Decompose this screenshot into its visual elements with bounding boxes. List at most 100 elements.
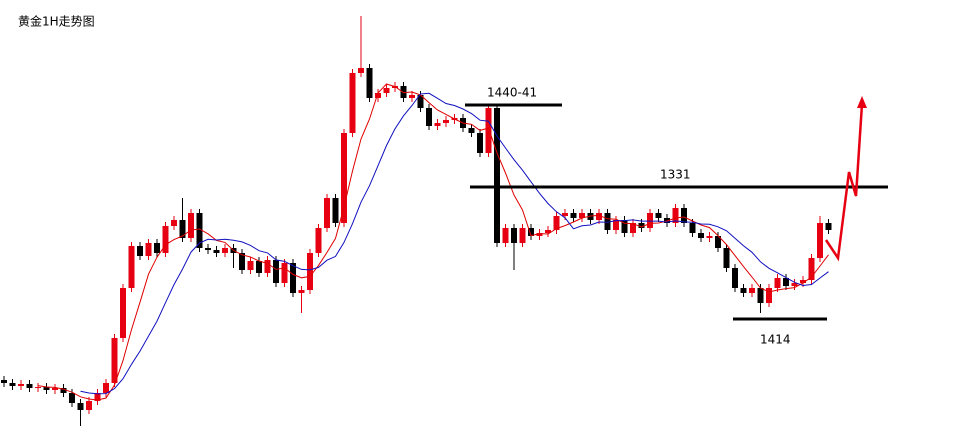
candle-body	[383, 88, 390, 93]
candle-body	[409, 95, 415, 98]
candle-body	[137, 246, 143, 256]
candle-body	[264, 260, 271, 273]
candle-body	[536, 233, 543, 236]
candle-body	[256, 261, 262, 273]
candle-body	[60, 388, 67, 393]
candle-body	[740, 288, 747, 293]
candle-body	[519, 228, 526, 243]
candle-body	[757, 288, 764, 303]
candle-body	[647, 213, 653, 228]
annotation-layer: 1440-41 1331 1414	[465, 86, 888, 347]
chart-title: 黄金1H走势图	[18, 14, 95, 29]
candle-body	[247, 261, 254, 270]
candle-body	[477, 133, 483, 153]
candle-body	[443, 120, 449, 123]
candle-body	[545, 230, 551, 233]
candle-body	[808, 258, 815, 280]
candle-body	[349, 73, 356, 133]
candle-body	[213, 250, 220, 253]
candle-body	[774, 278, 781, 288]
candle-body	[120, 288, 126, 338]
projection-arrow	[824, 103, 864, 262]
candle-body	[298, 290, 305, 293]
candle-body	[375, 93, 381, 98]
candle-body	[341, 133, 347, 223]
candles	[1, 16, 832, 426]
candle-body	[179, 220, 186, 238]
candle-body	[732, 268, 738, 288]
candle-body	[358, 68, 364, 73]
candle-body	[86, 401, 92, 410]
candle-body	[366, 68, 373, 98]
candle-body	[103, 383, 109, 393]
candle-body	[111, 338, 118, 383]
candle-body	[273, 260, 279, 283]
candle-body	[485, 108, 492, 153]
candle-body	[579, 213, 585, 218]
candle-body	[630, 223, 636, 233]
candle-body	[570, 213, 577, 218]
candle-body	[324, 198, 330, 228]
candle-body	[35, 387, 41, 388]
candle-body	[69, 393, 75, 403]
candle-body	[749, 288, 755, 293]
candle-body	[145, 243, 152, 256]
candle-body	[239, 253, 245, 270]
candle-body	[315, 228, 322, 253]
candle-body	[825, 223, 832, 230]
candle-body	[553, 216, 560, 230]
candle-body	[723, 248, 730, 268]
candle-body	[154, 243, 160, 253]
arrow-head	[857, 96, 867, 108]
candle-body	[791, 283, 798, 286]
candle-body	[800, 280, 806, 283]
candle-body	[468, 128, 475, 133]
candle-body	[596, 213, 602, 220]
candle-body	[766, 288, 772, 303]
candle-body	[715, 236, 721, 248]
candle-body	[196, 213, 203, 248]
candle-body	[817, 223, 823, 258]
candle-body	[43, 387, 50, 390]
candle-body	[222, 248, 228, 253]
candle-body	[613, 220, 619, 230]
candle-body	[188, 213, 194, 238]
candle-body	[783, 278, 789, 286]
candle-body	[621, 220, 628, 233]
candle-body	[171, 220, 177, 226]
candle-body	[655, 213, 662, 218]
candle-body	[494, 108, 500, 243]
candle-body	[1, 380, 7, 383]
moving-average	[80, 92, 829, 395]
candle-body	[638, 223, 645, 228]
candle-body	[290, 263, 296, 293]
annotation-label: 1440-41	[487, 86, 537, 100]
candle-body	[94, 393, 101, 401]
candle-body	[434, 123, 441, 126]
candle-body	[562, 213, 568, 216]
candle-body	[332, 198, 339, 223]
candle-body	[205, 248, 211, 250]
candle-body	[18, 384, 24, 386]
annotation-label: 1331	[660, 168, 691, 182]
candle-body	[689, 223, 696, 233]
candle-body	[672, 208, 679, 223]
candle-body	[706, 236, 713, 238]
candle-body	[528, 228, 534, 236]
candle-body	[9, 383, 16, 386]
candle-body	[604, 213, 611, 230]
candle-body	[426, 108, 432, 126]
candle-body	[698, 233, 704, 238]
candle-body	[26, 384, 33, 388]
candle-body	[511, 228, 517, 243]
candle-body	[128, 246, 135, 288]
candle-body	[502, 228, 509, 243]
candle-body	[52, 388, 58, 390]
candle-body	[307, 253, 313, 290]
candle-body	[162, 226, 169, 253]
annotation-label: 1414	[760, 333, 791, 347]
candle-body	[281, 263, 288, 283]
candle-body	[681, 208, 687, 223]
